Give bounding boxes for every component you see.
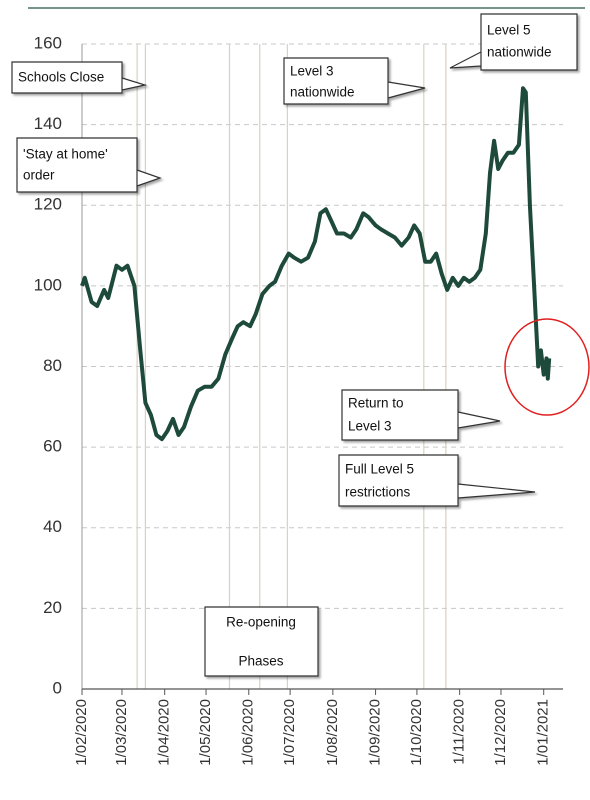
annotation: Re-opening: [226, 615, 296, 630]
x-tick-label: 1/07/2020: [281, 699, 298, 766]
annotation: nationwide: [290, 85, 355, 100]
annotation: Schools Close: [18, 70, 104, 85]
y-tick-label: 140: [34, 114, 62, 133]
highlight-circle: [504, 318, 590, 416]
x-tick-label: 1/04/2020: [156, 699, 173, 766]
annotation: Return to: [348, 396, 404, 411]
annotation: restrictions: [345, 485, 411, 500]
x-tick-label: 1/10/2020: [408, 699, 425, 766]
callout: [338, 454, 536, 507]
annotation: 'Stay at home': [23, 147, 108, 162]
x-tick-label: 1/03/2020: [113, 699, 130, 766]
callout: [341, 389, 501, 441]
x-tick-label: 1/12/2020: [492, 699, 509, 766]
annotations: Schools Close 'Stay at home' order Level…: [11, 13, 578, 677]
annotation: Level 5: [487, 23, 531, 38]
y-tick-label: 20: [43, 598, 62, 617]
annotation: order: [23, 168, 55, 183]
annotation: Level 3: [348, 419, 392, 434]
x-tick-label: 1/11/2020: [451, 699, 468, 765]
y-tick-label: 80: [43, 356, 62, 375]
callout: [16, 137, 162, 193]
x-tick-label: 1/08/2020: [324, 699, 341, 766]
y-tick-label: 0: [53, 678, 62, 697]
callout: [204, 606, 319, 677]
x-tick-label: 1/09/2020: [367, 699, 384, 766]
y-tick-label: 60: [43, 437, 62, 456]
annotation: Phases: [238, 654, 283, 669]
annotation: nationwide: [487, 45, 552, 60]
y-tick-label: 160: [34, 33, 62, 52]
x-tick-label: 1/02/2020: [73, 699, 90, 766]
annotation: Full Level 5: [345, 462, 414, 477]
callout: [449, 13, 578, 71]
y-tick-label: 40: [43, 517, 62, 536]
y-tick-label: 120: [34, 195, 62, 214]
annotation: Level 3: [290, 64, 334, 79]
y-tick-label: 100: [34, 275, 62, 294]
data-line: [80, 86, 552, 442]
callout: [11, 61, 148, 94]
x-tick-label: 1/06/2020: [240, 699, 257, 766]
x-tick-label: 1/01/2021: [535, 699, 552, 766]
x-tick-label: 1/05/2020: [197, 699, 214, 766]
callout: [283, 57, 426, 105]
